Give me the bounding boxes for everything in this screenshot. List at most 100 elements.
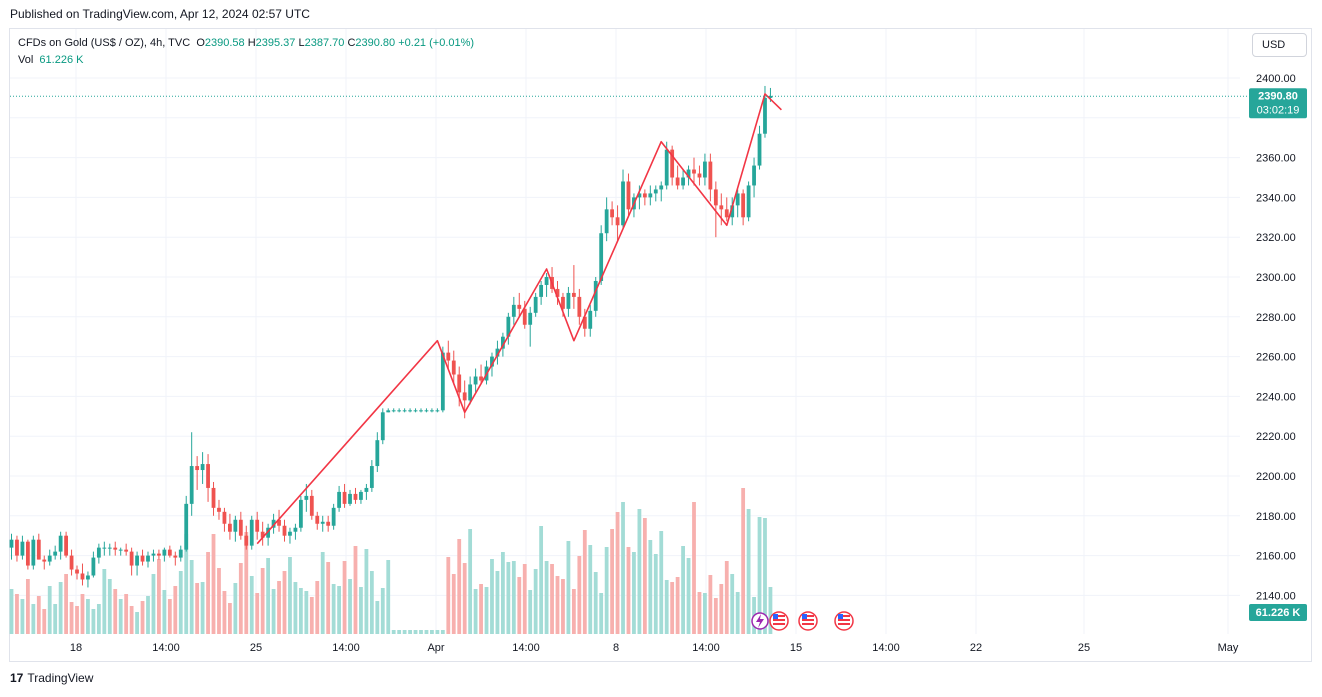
candle-body: [69, 555, 74, 570]
candle-body: [593, 280, 598, 311]
candle-body: [337, 491, 341, 508]
volume-bar: [506, 562, 511, 634]
time-tick-label: 14:00: [872, 642, 900, 654]
volume-bar: [588, 545, 593, 634]
candle-body: [375, 440, 380, 467]
volume-bar: [102, 569, 107, 634]
candle-body: [173, 555, 178, 558]
volume-bar: [293, 582, 298, 634]
volume-bar: [511, 561, 516, 634]
candle-body: [724, 209, 729, 218]
candle-body: [637, 193, 642, 198]
volume-bar: [593, 572, 598, 634]
volume-bar: [249, 576, 254, 634]
candle-body: [96, 547, 101, 558]
legend-open-label: O: [196, 37, 205, 49]
candle-body: [697, 173, 702, 178]
us-flag-event-icon: [834, 611, 854, 631]
volume-bar: [708, 575, 713, 634]
candle-body: [675, 177, 680, 186]
candle-body: [511, 304, 516, 317]
volume-bar: [582, 530, 587, 634]
legend-low-label: L: [298, 37, 305, 49]
volume-bar: [200, 582, 205, 634]
volume-bar: [189, 560, 194, 634]
candle-body: [288, 531, 292, 536]
candle-body: [670, 149, 675, 178]
candle-body: [741, 193, 746, 218]
candle-body: [15, 539, 19, 556]
legend-high: 2395.37: [255, 37, 296, 49]
candle-body: [91, 557, 96, 576]
candle-body: [610, 209, 614, 218]
volume-bar: [697, 592, 702, 634]
currency-button[interactable]: USD: [1252, 33, 1307, 57]
price-axis: 2140.00 2160.00 2180.00 2200.00 2220.00 2240.…: [1256, 73, 1296, 602]
candle-body: [490, 356, 494, 367]
volume-bar: [42, 609, 47, 634]
us-flag-event-icon: [798, 611, 818, 631]
volume-bar: [260, 568, 265, 634]
footer-brand: TradingView: [27, 671, 94, 685]
price-badge-price: 2390.80: [1258, 90, 1298, 102]
candle-body: [266, 527, 271, 538]
volume-bar: [129, 606, 134, 634]
candle-body: [555, 288, 560, 297]
candle-body: [380, 412, 385, 441]
candle-body: [271, 519, 276, 528]
price-badge-countdown: 03:02:19: [1257, 104, 1300, 116]
candle-body: [129, 551, 134, 566]
volume-bar: [342, 561, 347, 634]
footer-branding: 17 TradingView: [10, 671, 93, 685]
candle-body: [544, 277, 549, 285]
published-caption: Published on TradingView.com, Apr 12, 20…: [10, 7, 310, 21]
candle-body: [228, 523, 232, 532]
volume-bar: [479, 584, 483, 634]
volume-bar: [233, 583, 238, 634]
candle-body: [189, 466, 194, 504]
volume-bar: [408, 630, 412, 634]
time-tick-label: 14:00: [512, 642, 540, 654]
volume-bar: [577, 556, 582, 634]
candle-body: [588, 310, 593, 329]
volume-bar: [533, 569, 538, 634]
volume-bar: [664, 580, 669, 634]
volume-bar: [495, 571, 500, 634]
volume-bar: [528, 590, 533, 634]
price-tick-label: 2280.00: [1256, 312, 1296, 324]
candle-body: [80, 573, 85, 580]
candle-body: [479, 376, 483, 381]
candle-body: [217, 507, 221, 512]
candle-body: [369, 466, 374, 488]
volume-bar: [473, 589, 478, 634]
candle-body: [282, 525, 287, 536]
volume-bar: [195, 583, 200, 634]
price-tick-label: 2360.00: [1256, 153, 1296, 165]
candle-body: [86, 575, 90, 580]
volume-bar: [670, 582, 675, 634]
candle-body: [653, 189, 658, 194]
candle-body: [304, 495, 309, 500]
candle-body: [413, 410, 418, 412]
volume-bar: [20, 599, 25, 634]
candle-body: [424, 410, 429, 412]
volume-bar: [124, 594, 129, 634]
volume-bar: [746, 509, 751, 634]
volume-bar: [724, 561, 729, 634]
volume-bar: [462, 563, 467, 634]
volume-bar: [550, 564, 554, 634]
volume-bar: [397, 630, 402, 634]
candle-body: [397, 410, 402, 412]
candle-body: [402, 410, 407, 412]
time-tick-label: 8: [613, 642, 619, 654]
volume-bar: [675, 577, 680, 634]
volume-bar: [47, 586, 52, 634]
price-tick-label: 2220.00: [1256, 431, 1296, 443]
candle-body: [140, 555, 145, 562]
volume-bar: [735, 592, 740, 634]
candle-body: [719, 205, 724, 210]
volume-bar: [337, 586, 341, 634]
volume-bar: [331, 584, 336, 634]
candle-body: [642, 193, 647, 198]
